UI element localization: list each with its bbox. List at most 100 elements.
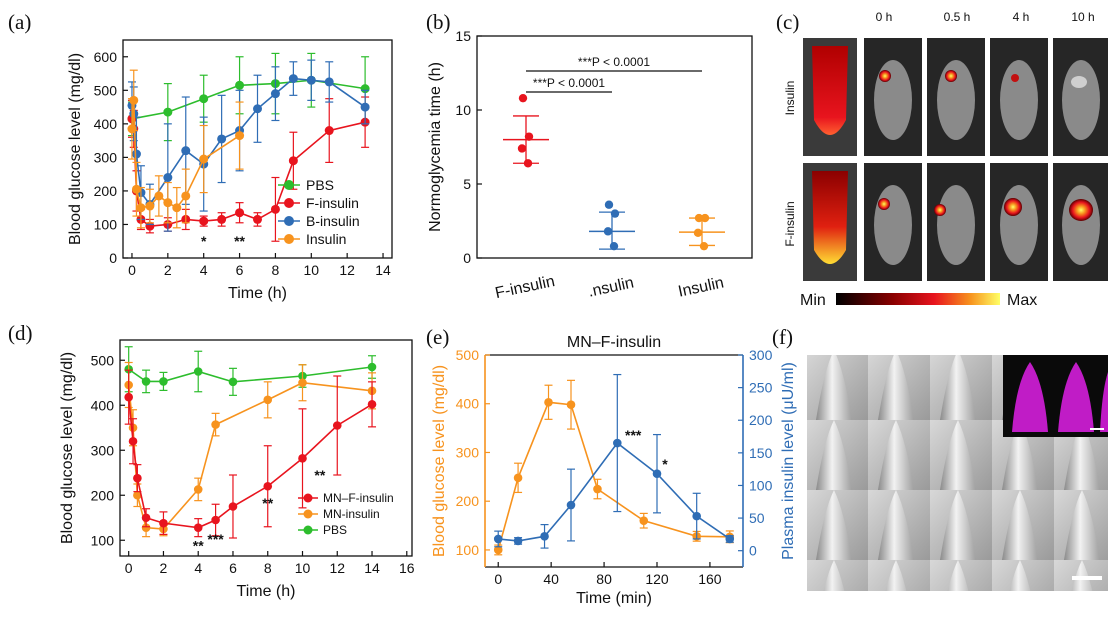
data-point <box>332 421 342 430</box>
panel-f-sem-image: (f) <box>772 325 1108 591</box>
y2-tick-label: 0 <box>749 543 757 559</box>
significance-marker: *** <box>625 427 642 443</box>
data-point <box>163 107 173 117</box>
y-tick-label: 200 <box>94 183 118 199</box>
data-point <box>610 209 620 218</box>
significance-marker: * <box>662 456 668 472</box>
data-point <box>540 532 549 541</box>
y2-axis-label: Plasma insulin level (μU/ml) <box>780 362 797 560</box>
data-point <box>566 500 576 510</box>
y2-tick-label: 50 <box>749 510 765 526</box>
legend-marker <box>284 180 294 190</box>
x-tick-label: 6 <box>236 262 244 278</box>
y-tick-label: 600 <box>94 49 118 65</box>
series-line <box>127 397 373 529</box>
x-tick-label: 4 <box>194 560 202 576</box>
series-line <box>498 441 731 542</box>
data-point <box>235 208 245 218</box>
colorbar <box>836 293 1000 305</box>
data-point <box>129 95 139 105</box>
data-point <box>367 400 377 409</box>
x-tick-label: 12 <box>329 560 345 576</box>
series-line <box>131 77 366 206</box>
y2-tick-label: 150 <box>749 445 773 461</box>
mouse-image <box>927 38 985 156</box>
plot-frame <box>122 39 393 259</box>
y-tick-label: 300 <box>91 442 115 458</box>
significance-marker: ** <box>262 495 273 511</box>
data-point <box>136 203 146 213</box>
data-point <box>193 485 203 494</box>
mouse-image <box>1053 38 1108 156</box>
x-tick-label: 10 <box>295 560 311 576</box>
x-tick-label: 14 <box>364 560 380 576</box>
mouse-image <box>864 163 922 281</box>
x-tick-label: 16 <box>399 560 415 576</box>
panel-b-chart: (b) 0 5 10 15 Normoglycemia time (h) F-insulin… <box>426 10 753 302</box>
panel-a-chart: (a) 0 2 4 6 8 10 12 14 0 100 200 300 400 500 600 Time (h… <box>8 10 393 302</box>
inset-needle <box>1100 372 1108 432</box>
data-point <box>127 124 137 134</box>
legend-marker <box>284 234 294 244</box>
data-point <box>306 75 316 85</box>
x-tick-label: 0 <box>128 262 136 278</box>
data-point <box>235 80 245 90</box>
colorbar-min-label: Min <box>800 292 826 309</box>
y-tick-label: 0 <box>109 250 117 266</box>
data-point <box>270 204 280 214</box>
legend-marker <box>303 525 313 535</box>
data-point <box>524 132 534 141</box>
y-tick-label: 500 <box>456 347 480 363</box>
colorbar-max-label: Max <box>1007 292 1037 309</box>
data-point <box>518 93 528 103</box>
data-point <box>141 523 151 532</box>
data-point <box>163 173 173 183</box>
y-tick-label: 0 <box>463 250 471 266</box>
x-axis-label: Time (h) <box>237 583 296 600</box>
x-tick-label: 14 <box>375 262 391 278</box>
data-point <box>228 502 238 511</box>
y-tick-label: 100 <box>94 216 118 232</box>
category-label: .nsulin <box>587 274 636 300</box>
data-point <box>159 377 168 386</box>
panel-a-label: (a) <box>8 10 31 34</box>
x-tick-label: 2 <box>164 262 172 278</box>
data-point <box>639 516 649 526</box>
y-tick-label: 500 <box>94 82 118 98</box>
data-point <box>493 534 503 544</box>
y-tick-label: 15 <box>455 28 471 44</box>
data-point <box>725 534 735 544</box>
legend-label: PBS <box>323 523 347 537</box>
y-tick-label: 400 <box>94 116 118 132</box>
panel-d-chart: (d) 0 2 4 6 8 10 12 14 16 100 200 300 400 500 Time (h) B… <box>8 321 415 600</box>
tube-fluorescence-f-insulin <box>812 171 848 264</box>
significance-marker: ** <box>234 233 245 249</box>
legend-marker <box>303 493 313 503</box>
panel-f-label: (f) <box>772 325 793 349</box>
y-tick-label: 300 <box>94 149 118 165</box>
timepoint-label: 10 h <box>1071 10 1094 24</box>
y-axis-label: Blood glucose level (mg/dl) <box>431 365 448 557</box>
y2-tick-label: 200 <box>749 412 773 428</box>
data-point <box>172 203 182 213</box>
tube-fluorescence-insulin <box>812 46 848 135</box>
y-tick-label: 10 <box>455 102 471 118</box>
data-point <box>288 156 298 166</box>
panel-e-label: (e) <box>426 325 449 349</box>
y-tick-label: 5 <box>463 176 471 192</box>
plot-frame <box>476 35 753 259</box>
x-tick-label: 0 <box>125 560 133 576</box>
data-point <box>360 102 370 112</box>
data-point <box>700 213 710 223</box>
chart-title: MN–F-insulin <box>567 334 661 351</box>
data-point <box>604 200 614 209</box>
data-point <box>324 77 334 87</box>
data-point <box>544 397 553 407</box>
data-point <box>199 216 209 226</box>
data-point <box>181 191 191 201</box>
data-point <box>163 198 173 208</box>
timepoint-label: 0.5 h <box>944 10 971 24</box>
significance-marker: ** <box>193 538 204 554</box>
data-point <box>141 513 151 523</box>
